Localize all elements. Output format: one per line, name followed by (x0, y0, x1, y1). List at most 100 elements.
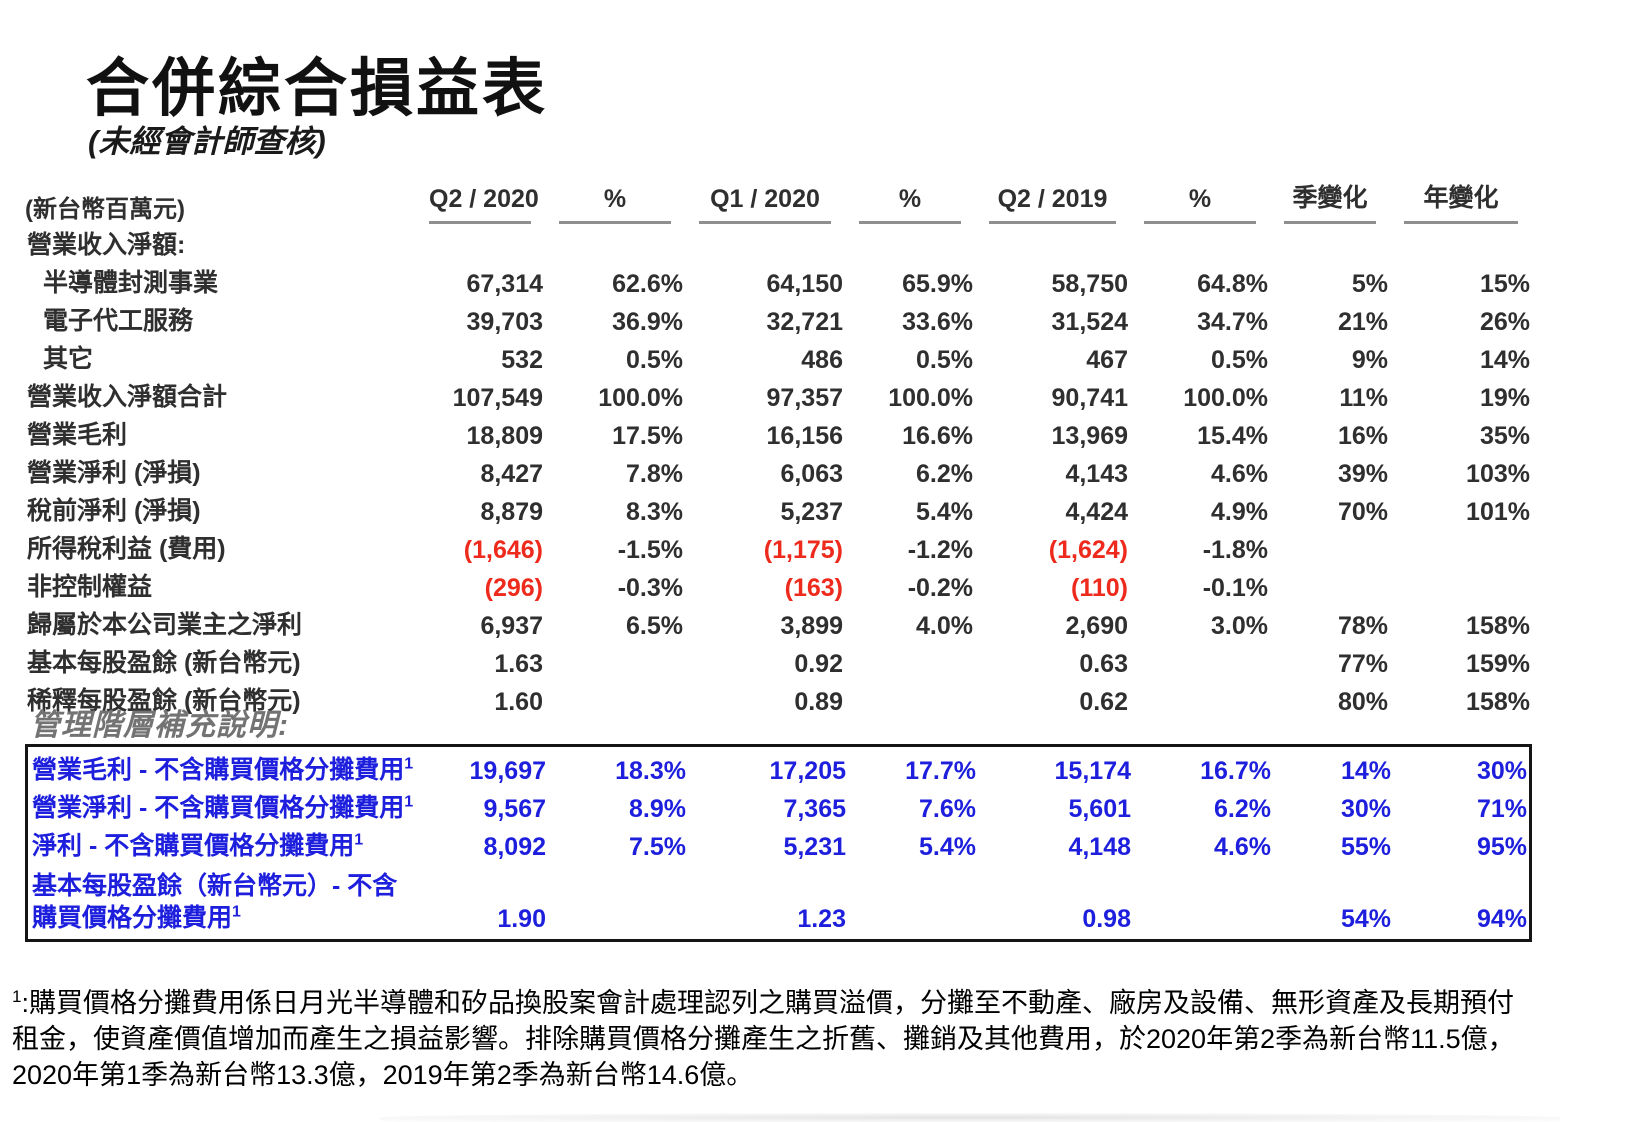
cell-value: 36.9% (612, 308, 683, 336)
cell-value: 3,899 (780, 612, 843, 640)
column-header: Q2 / 2020 (415, 178, 545, 224)
supplement-row: 淨利 - 不含購買價格分攤費用1 8,092 7.5% 5,231 5.4% 4,148 4… (28, 825, 1529, 863)
cell-value: 8.9% (629, 795, 686, 823)
statement-row: 營業收入淨額合計 107,549 100.0% 97,357 100.0% 90,741 1… (25, 376, 1532, 414)
cell-value: 1.63 (494, 650, 543, 678)
cell-value: 8,879 (480, 498, 543, 526)
cell-value: (163) (784, 574, 843, 602)
cell-value: 39% (1337, 460, 1388, 488)
cell-value: 9% (1351, 346, 1388, 374)
cell-value (845, 224, 975, 262)
cell-value: 4,143 (1065, 460, 1128, 488)
cell-value: 0.63 (1079, 650, 1128, 678)
cell-value (848, 863, 978, 935)
cell-value: 7.5% (629, 833, 686, 861)
column-header: % (1130, 178, 1270, 224)
cell-value: 11% (1339, 384, 1388, 412)
cell-value: 90,741 (1051, 384, 1128, 412)
cell-value: 65.9% (902, 270, 973, 298)
statement-row: 稀釋每股盈餘 (新台幣元) 1.60 0.89 0.62 80% 158% (25, 680, 1532, 718)
cell-value (1133, 863, 1273, 935)
cell-value: 30% (1340, 795, 1391, 823)
cell-value: 16.7% (1200, 757, 1271, 785)
statement-row: 基本每股盈餘 (新台幣元) 1.63 0.92 0.63 77% 159% (25, 642, 1532, 680)
cell-value: 4.6% (1214, 833, 1271, 861)
supplement-row: 基本每股盈餘（新台幣元）- 不含 購買價格分攤費用1 1.90 1.23 0.98 54%… (28, 863, 1529, 935)
row-label: 其它 (43, 345, 94, 373)
cell-value: 26% (1479, 308, 1530, 336)
cell-value: 0.92 (794, 650, 843, 678)
cell-value: 8,427 (480, 460, 543, 488)
cell-value: 4.0% (916, 612, 973, 640)
statement-row: 營業淨利 (淨損) 8,427 7.8% 6,063 6.2% 4,143 4.6% 39% 1… (25, 452, 1532, 490)
cell-value: 103% (1466, 460, 1530, 488)
cell-value: 97,357 (766, 384, 843, 412)
cell-value (1270, 224, 1390, 262)
cell-value: 4.9% (1211, 498, 1268, 526)
cell-value: 107,549 (452, 384, 543, 412)
cell-value: 486 (801, 346, 843, 374)
cell-value: 32,721 (766, 308, 843, 336)
row-label: 基本每股盈餘 (新台幣元) (27, 649, 301, 677)
cell-value: 0.62 (1079, 688, 1128, 716)
cell-value: 15,174 (1054, 757, 1131, 785)
cell-value (545, 642, 685, 680)
page-title: 合併綜合損益表 (86, 54, 548, 124)
cell-value: 78% (1337, 612, 1388, 640)
cell-value: 6.2% (1214, 795, 1271, 823)
income-statement-table: (新台幣百萬元) Q2 / 2020% Q1 / 2020% Q2 / 2019% 季… (25, 178, 1532, 718)
cell-value: 55% (1340, 833, 1391, 861)
row-label: 所得稅利益 (費用) (27, 535, 226, 563)
cell-value: 7.8% (626, 460, 683, 488)
supplement-row: 營業毛利 - 不含購買價格分攤費用1 19,697 18.3% 17,205 17.7%… (28, 749, 1529, 787)
page-subtitle: (未經會計師查核) (88, 124, 326, 159)
supplement-box: 營業毛利 - 不含購買價格分攤費用1 19,697 18.3% 17,205 17.7%… (25, 744, 1532, 942)
cell-value: 18,809 (466, 422, 543, 450)
cell-value: -0.2% (907, 574, 973, 602)
cell-value: 71% (1476, 795, 1527, 823)
cell-value: (296) (484, 574, 543, 602)
row-label: 營業收入淨額: (27, 231, 186, 259)
cell-value: 4,424 (1065, 498, 1128, 526)
cell-value: 1.23 (797, 905, 846, 933)
cell-value: 7,365 (783, 795, 846, 823)
cell-value: 64,150 (766, 270, 843, 298)
cell-value: 0.5% (626, 346, 683, 374)
cell-value (1270, 528, 1390, 566)
cell-value (845, 642, 975, 680)
cell-value: (1,175) (763, 536, 843, 564)
supplement-heading: 管理階層補充說明: (30, 709, 289, 742)
cell-value: 2,690 (1065, 612, 1128, 640)
column-header: Q1 / 2020 (685, 178, 845, 224)
cell-value: 1.90 (497, 905, 546, 933)
cell-value: (1,646) (463, 536, 543, 564)
cell-value (548, 863, 688, 935)
cell-value: (1,624) (1048, 536, 1128, 564)
cell-value: 31,524 (1051, 308, 1128, 336)
cell-value: 15.4% (1197, 422, 1268, 450)
cell-value: 0.5% (1211, 346, 1268, 374)
cell-value: 17,205 (769, 757, 846, 785)
cell-value: 158% (1466, 612, 1530, 640)
cell-value: 101% (1466, 498, 1530, 526)
cell-value: 5% (1351, 270, 1388, 298)
cell-value: 6,937 (480, 612, 543, 640)
cell-value: 8,092 (483, 833, 546, 861)
cell-value: 77% (1337, 650, 1388, 678)
cell-value (685, 224, 845, 262)
cell-value: 9,567 (483, 795, 546, 823)
cell-value: 34.7% (1197, 308, 1268, 336)
row-label: 營業淨利 (淨損) (27, 459, 201, 487)
statement-row: 歸屬於本公司業主之淨利 6,937 6.5% 3,899 4.0% 2,690 3.0% 78… (25, 604, 1532, 642)
cell-value: 7.6% (919, 795, 976, 823)
statement-row: 非控制權益 (296) -0.3% (163) -0.2% (110) -0.1% (25, 566, 1532, 604)
cell-value: 100.0% (888, 384, 973, 412)
cell-value: 17.7% (905, 757, 976, 785)
cell-value: 58,750 (1051, 270, 1128, 298)
cell-value (1130, 680, 1270, 718)
row-label: 電子代工服務 (43, 307, 194, 335)
cell-value (845, 680, 975, 718)
cell-value (975, 224, 1130, 262)
row-label: 半導體封測事業 (43, 269, 219, 297)
